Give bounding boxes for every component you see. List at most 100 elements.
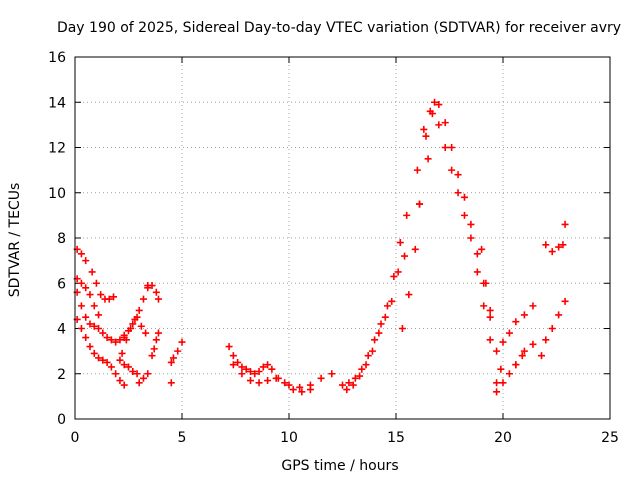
data-point (460, 193, 468, 201)
data-point (394, 268, 402, 276)
data-point (95, 354, 103, 362)
data-point (356, 372, 364, 380)
data-point (542, 241, 550, 249)
data-point (95, 325, 103, 332)
data-point (139, 374, 147, 382)
data-point (486, 313, 494, 321)
chart-title: Day 190 of 2025, Sidereal Day-to-day VTE… (57, 20, 621, 36)
grid (75, 57, 610, 419)
y-tick-label: 0 (57, 412, 66, 428)
data-point (116, 336, 124, 344)
data-point (398, 325, 406, 332)
data-point (167, 358, 175, 366)
x-tick-label: 25 (601, 430, 619, 446)
series-track-ac (561, 220, 569, 228)
data-point (120, 334, 128, 342)
y-tick-label: 16 (48, 50, 66, 66)
data-point (435, 121, 443, 129)
data-point (77, 279, 85, 287)
data-point (238, 370, 246, 378)
series-track-y (499, 302, 537, 346)
data-point (125, 327, 132, 335)
y-tick-label: 12 (48, 141, 66, 157)
data-point (416, 200, 424, 208)
data-point (120, 361, 128, 369)
data-point (148, 352, 156, 360)
data-point (538, 352, 546, 360)
series-track-q (339, 211, 411, 389)
data-point (343, 386, 351, 394)
series-track-n (225, 343, 276, 378)
data-point (112, 338, 120, 346)
data-point (154, 295, 162, 303)
data-point (561, 297, 569, 305)
data-point (144, 370, 152, 378)
data-point (135, 379, 143, 387)
series-track-b (73, 275, 103, 319)
data-point (482, 279, 490, 287)
data-point (77, 250, 85, 258)
data-point (174, 347, 182, 355)
data-point (229, 361, 237, 369)
data-point (103, 358, 111, 366)
data-point (90, 302, 98, 310)
data-point (97, 291, 105, 299)
data-point (169, 354, 177, 362)
data-point (264, 377, 272, 385)
data-point (561, 220, 569, 228)
data-point (473, 250, 481, 258)
series-track-z (512, 340, 546, 369)
data-point (493, 379, 501, 387)
data-point (328, 370, 336, 378)
data-point (246, 377, 254, 385)
data-point (116, 356, 124, 364)
data-point (428, 110, 436, 118)
series-track-c (73, 288, 128, 346)
data-point (103, 334, 111, 342)
data-point (133, 370, 141, 378)
data-point (281, 379, 289, 387)
data-point (520, 347, 528, 355)
data-point (90, 349, 98, 357)
data-point (505, 329, 513, 337)
series-track-w (478, 245, 494, 314)
data-point (137, 322, 145, 330)
data-point (118, 349, 126, 357)
x-tick-label: 15 (387, 430, 405, 446)
data-point (110, 293, 118, 301)
data-point (529, 340, 537, 348)
series-track-ab (542, 241, 567, 256)
series-track-j (135, 370, 152, 387)
data-point (86, 320, 94, 328)
data-point (255, 379, 263, 387)
data-point (274, 374, 282, 382)
data-point (82, 257, 90, 265)
x-axis-label: GPS time / hours (281, 458, 398, 474)
data-point (178, 338, 186, 346)
series-track-s (398, 200, 424, 332)
data-point (555, 243, 563, 251)
data-point (167, 379, 175, 387)
data-point (364, 352, 372, 360)
data-point (377, 320, 385, 328)
data-point (77, 302, 85, 310)
data-point (493, 347, 501, 355)
series-track-l (167, 338, 186, 366)
data-point (120, 381, 128, 389)
data-point (105, 295, 113, 303)
y-tick-label: 6 (57, 276, 66, 292)
data-point (362, 361, 370, 369)
data-point (368, 347, 376, 355)
data-point (435, 101, 443, 109)
data-point (268, 365, 276, 373)
data-points (73, 98, 569, 396)
y-tick-label: 4 (57, 322, 66, 338)
data-point (441, 144, 449, 151)
data-point (225, 343, 233, 351)
x-tick-label: 20 (494, 430, 512, 446)
data-point (512, 318, 520, 326)
data-point (431, 98, 439, 106)
data-point (548, 325, 556, 332)
data-point (349, 381, 357, 389)
